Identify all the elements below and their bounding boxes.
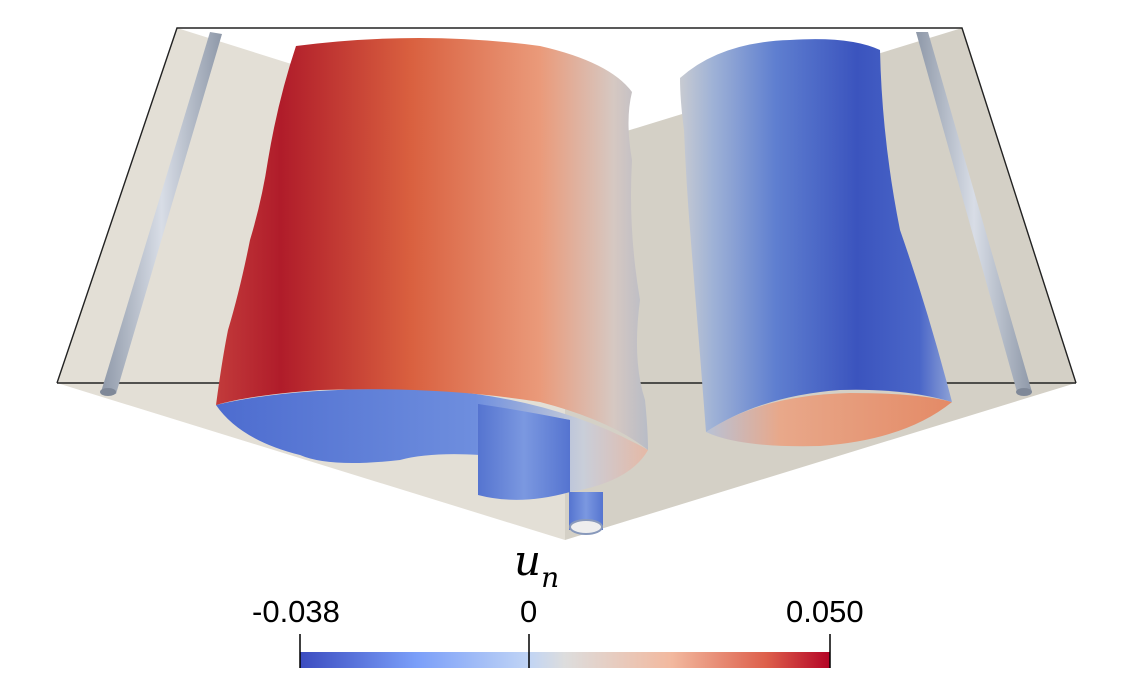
rod-right (916, 32, 1032, 392)
stem-stub-opening (569, 519, 603, 535)
colorbar-max-label: 0.050 (786, 594, 864, 629)
colorbar-title-symbol: u (514, 536, 542, 585)
rod-right-cap (1016, 388, 1032, 396)
rod-left (101, 32, 222, 394)
colorbar-mid-label: 0 (520, 594, 538, 629)
rod-left-cap (100, 388, 116, 396)
colorbar-min-label: -0.038 (252, 594, 340, 629)
colorbar-title-subscript: n (541, 561, 560, 594)
colorbar-title: un (514, 540, 559, 592)
outline-top (56, 27, 1077, 384)
right-cylinder-inner (706, 393, 952, 447)
left-cylinder-surface (216, 38, 648, 450)
right-cylinder-surface (680, 39, 952, 432)
colorbar-gradient (300, 652, 830, 668)
left-cylinder-stem-front (478, 404, 570, 499)
